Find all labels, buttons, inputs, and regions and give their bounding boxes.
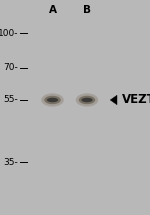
Polygon shape [110,95,117,105]
Ellipse shape [79,96,95,104]
Text: 70-: 70- [3,63,18,72]
Text: 55-: 55- [3,95,18,104]
Ellipse shape [81,98,93,102]
Ellipse shape [41,93,64,107]
Ellipse shape [76,93,98,107]
Ellipse shape [44,96,61,104]
Text: A: A [48,5,57,15]
Text: 35-: 35- [3,158,18,167]
Text: 100-: 100- [0,29,18,38]
Text: B: B [83,5,91,15]
Text: VEZT: VEZT [122,94,150,106]
Ellipse shape [47,98,58,102]
